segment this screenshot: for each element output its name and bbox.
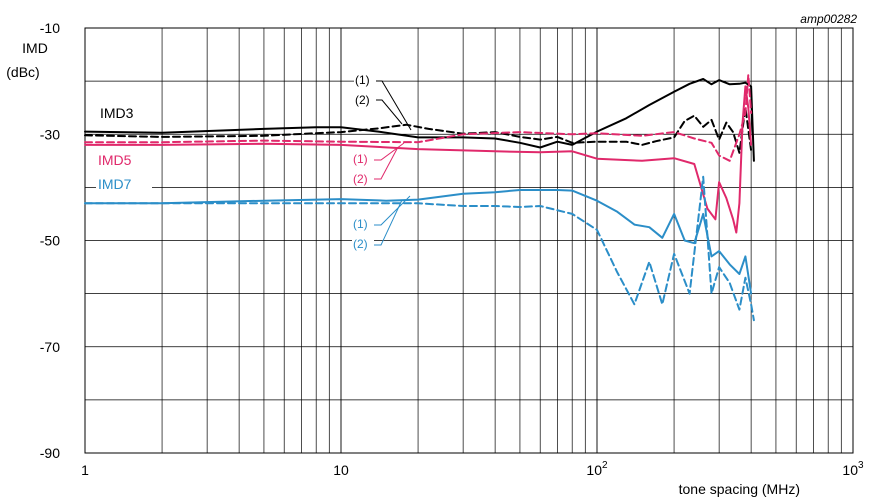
plot-frame — [84, 27, 854, 454]
series-line — [84, 106, 753, 154]
x-axis-title: tone spacing (MHz) — [679, 481, 800, 497]
curve-label: (1) — [355, 73, 370, 87]
series-line — [84, 73, 753, 162]
y-tick-label: -10 — [40, 20, 60, 36]
series-layer — [84, 73, 755, 322]
annotations: IMD3 IMD5 IMD7 (1) (2) (1) (2) (1) (2) — [96, 73, 376, 251]
x-tick-label: 1 — [81, 462, 89, 478]
callout-line — [375, 80, 412, 131]
group-label: IMD7 — [98, 176, 132, 192]
callout-line — [374, 199, 403, 246]
group-label: IMD5 — [98, 152, 132, 168]
label-backdrop — [352, 237, 374, 251]
group-label: IMD3 — [100, 105, 134, 121]
figure-code: amp00282 — [800, 12, 857, 26]
label-backdrop — [98, 104, 154, 121]
label-backdrop — [96, 151, 152, 168]
series-line — [84, 189, 753, 295]
y-tick-label: -90 — [40, 445, 60, 461]
callout-line — [374, 146, 399, 180]
x-tick-label: 10 — [333, 462, 349, 478]
callout-lines — [374, 80, 412, 246]
label-backdrop — [352, 152, 374, 166]
callout-line — [374, 195, 411, 226]
series-line — [84, 78, 755, 162]
x-tick-label: 103 — [842, 460, 864, 478]
y-axis-title-line1: IMD — [22, 40, 48, 56]
label-backdrop — [354, 93, 376, 107]
y-axis-title-line2: (dBc) — [6, 64, 39, 80]
label-backdrop — [352, 172, 374, 186]
y-tick-label: -30 — [40, 126, 60, 142]
x-tick-label: 102 — [586, 460, 608, 478]
callout-line — [374, 142, 405, 161]
y-tick-label: -50 — [40, 233, 60, 249]
curve-label: (2) — [355, 93, 370, 107]
curve-label: (1) — [353, 217, 368, 231]
curve-label: (2) — [353, 172, 368, 186]
tick-labels: -10 -30 -50 -70 -90 1 10 102 103 — [40, 20, 864, 478]
grid — [84, 27, 854, 454]
label-backdrop — [352, 217, 374, 231]
callout-line — [375, 99, 403, 125]
label-backdrop — [354, 73, 376, 87]
y-tick-label: -70 — [40, 339, 60, 355]
series-line — [84, 175, 755, 322]
curve-label: (2) — [353, 237, 368, 251]
label-backdrop — [96, 175, 152, 192]
series-line — [84, 85, 753, 234]
curve-label: (1) — [353, 152, 368, 166]
